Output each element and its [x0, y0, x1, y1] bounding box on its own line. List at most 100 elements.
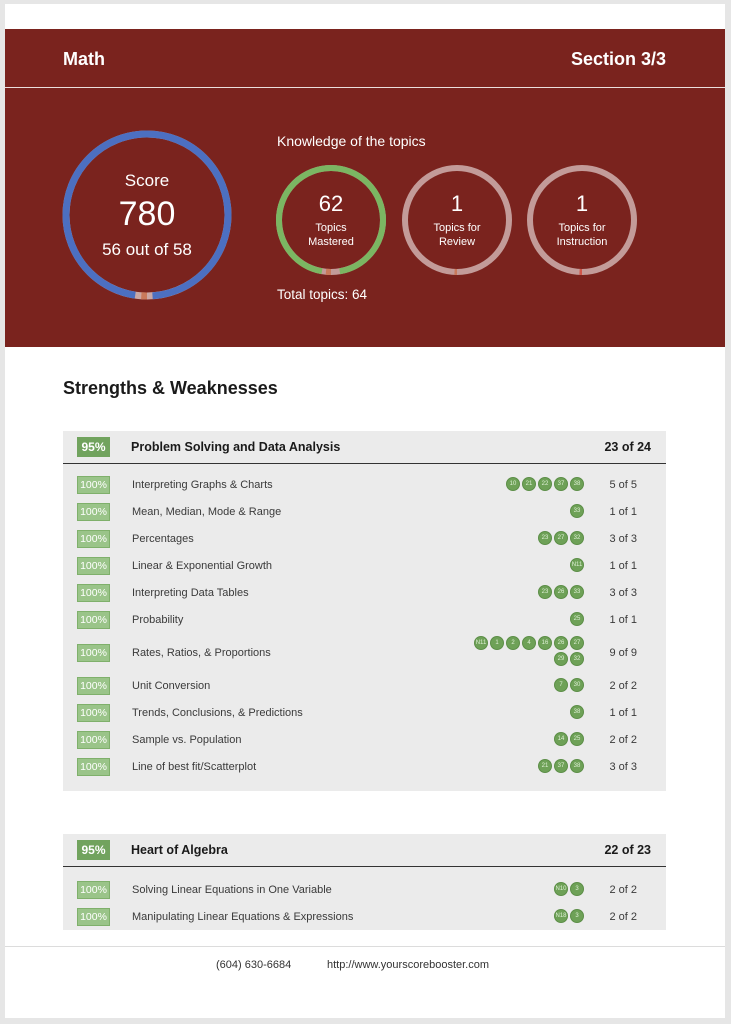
question-bubbles: 23 27 32: [474, 531, 584, 545]
question-bubble: N11: [474, 636, 488, 650]
question-bubble: 27: [570, 636, 584, 650]
question-bubbles: 33: [474, 504, 584, 518]
category-problem-solving: 95% Problem Solving and Data Analysis 23…: [63, 431, 666, 791]
header-divider: [5, 87, 725, 88]
footer-phone: (604) 630-6684: [216, 959, 292, 971]
question-bubble: 32: [570, 531, 584, 545]
category-percent-badge: 95%: [77, 840, 110, 860]
topic-row: 100% Solving Linear Equations in One Vari…: [63, 879, 666, 901]
total-topics: Total topics: 64: [277, 287, 368, 302]
topics-instruction-label: Topics for Instruction: [556, 222, 608, 248]
score-label: Score: [124, 170, 170, 190]
topic-percent-badge: 100%: [77, 704, 110, 722]
topic-percent-badge: 100%: [77, 584, 110, 602]
topic-count: 1 of 1: [609, 560, 637, 572]
question-bubbles: 38: [474, 705, 584, 719]
topic-count: 2 of 2: [609, 734, 637, 746]
topic-name: Manipulating Linear Equations & Expressi…: [132, 911, 354, 923]
topics-mastered-arc: [276, 165, 386, 275]
topic-name: Interpreting Data Tables: [132, 587, 249, 599]
topic-count: 1 of 1: [609, 614, 637, 626]
question-bubble: 37: [554, 759, 568, 773]
topic-row: 100% Trends, Conclusions, & Predictions 38…: [63, 702, 666, 724]
question-bubble: 33: [570, 504, 584, 518]
topics-instruction-ring: 1 Topics for Instruction: [526, 164, 638, 276]
topic-name: Unit Conversion: [132, 680, 211, 692]
score-missed-arc: [62, 130, 232, 300]
question-bubbles: N11 1 2 4 16 26 27 29 32: [474, 636, 584, 666]
topics-instruction-count: 1: [575, 191, 589, 216]
question-bubble: 30: [570, 678, 584, 692]
topic-count: 1 of 1: [609, 506, 637, 518]
question-bubble: 23: [538, 531, 552, 545]
topics-review-chart: [402, 165, 512, 275]
question-bubble: 38: [570, 705, 584, 719]
category-name: Problem Solving and Data Analysis: [131, 440, 341, 454]
topics-mastered-label: Topics Mastered: [308, 222, 354, 248]
question-bubble: 21: [538, 759, 552, 773]
topics-review-arc: [402, 165, 512, 275]
topic-count: 3 of 3: [609, 761, 637, 773]
question-bubble: 23: [538, 585, 552, 599]
topic-row: 100% Percentages 23 27 32 3 of 3: [63, 528, 666, 550]
footer-divider: [5, 946, 725, 947]
question-bubble: 26: [554, 636, 568, 650]
topic-count: 2 of 2: [609, 680, 637, 692]
topic-row: 100% Rates, Ratios, & Proportions N11 1 2 4 16…: [63, 636, 666, 666]
topic-count: 3 of 3: [609, 533, 637, 545]
question-bubbles: N10 3: [474, 882, 584, 896]
topic-row: 100% Unit Conversion 7 30 2 of 2: [63, 675, 666, 697]
question-bubble: 27: [554, 531, 568, 545]
knowledge-title: Knowledge of the topics: [277, 133, 426, 149]
topic-percent-badge: 100%: [77, 611, 110, 629]
question-bubbles: 21 37 38: [474, 759, 584, 773]
topic-count: 1 of 1: [609, 707, 637, 719]
question-bubble: 26: [554, 585, 568, 599]
question-bubble: 32: [570, 652, 584, 666]
question-bubble: 25: [570, 612, 584, 626]
question-bubbles: 25: [474, 612, 584, 626]
question-bubble: N18: [554, 909, 568, 923]
question-bubbles: 10 21 22 37 38: [474, 477, 584, 491]
question-bubble: 22: [538, 477, 552, 491]
question-bubble: 25: [570, 732, 584, 746]
topic-count: 2 of 2: [609, 884, 637, 896]
category-header: 95% Problem Solving and Data Analysis 23…: [63, 431, 666, 464]
topic-name: Line of best fit/Scatterplot: [132, 761, 257, 773]
score-header: Math Section 3/3 Score 780 56 out of 58 …: [5, 29, 725, 347]
topic-name: Interpreting Graphs & Charts: [132, 479, 273, 491]
topic-percent-badge: 100%: [77, 881, 110, 899]
question-bubble: 3: [570, 909, 584, 923]
category-count: 22 of 23: [604, 843, 651, 857]
question-bubble: 38: [570, 759, 584, 773]
footer-website[interactable]: http://www.yourscorebooster.com: [327, 959, 490, 971]
topic-percent-badge: 100%: [77, 731, 110, 749]
subject-title: Math: [63, 49, 105, 69]
topics-review-ring: 1 Topics for Review: [401, 164, 513, 276]
category-percent-badge: 95%: [77, 437, 110, 457]
score-ring: Score 780 56 out of 58: [61, 129, 233, 301]
category-header: 95% Heart of Algebra 22 of 23: [63, 834, 666, 867]
question-bubble: 7: [554, 678, 568, 692]
score-value: 780: [118, 194, 176, 233]
question-bubble: 33: [570, 585, 584, 599]
topic-percent-badge: 100%: [77, 758, 110, 776]
question-bubble: 2: [506, 636, 520, 650]
question-bubbles: N18 3: [474, 909, 584, 923]
topic-row: 100% Interpreting Graphs & Charts 10 21 22 37…: [63, 474, 666, 496]
category-count: 23 of 24: [604, 440, 651, 454]
topic-row: 100% Interpreting Data Tables 23 26 33 3 of 3: [63, 582, 666, 604]
topic-name: Probability: [132, 614, 184, 626]
topic-row: 100% Mean, Median, Mode & Range 33 1 of 1: [63, 501, 666, 523]
question-bubbles: 7 30: [474, 678, 584, 692]
question-bubble: 3: [570, 882, 584, 896]
topic-row: 100% Probability 25 1 of 1: [63, 609, 666, 631]
question-bubble: 14: [554, 732, 568, 746]
topic-percent-badge: 100%: [77, 908, 110, 926]
topic-row: 100% Manipulating Linear Equations & Expr…: [63, 906, 666, 928]
question-bubble: 4: [522, 636, 536, 650]
topic-count: 2 of 2: [609, 911, 637, 923]
topic-name: Mean, Median, Mode & Range: [132, 506, 282, 518]
category-name: Heart of Algebra: [131, 843, 228, 857]
question-bubbles: N11: [474, 558, 584, 572]
